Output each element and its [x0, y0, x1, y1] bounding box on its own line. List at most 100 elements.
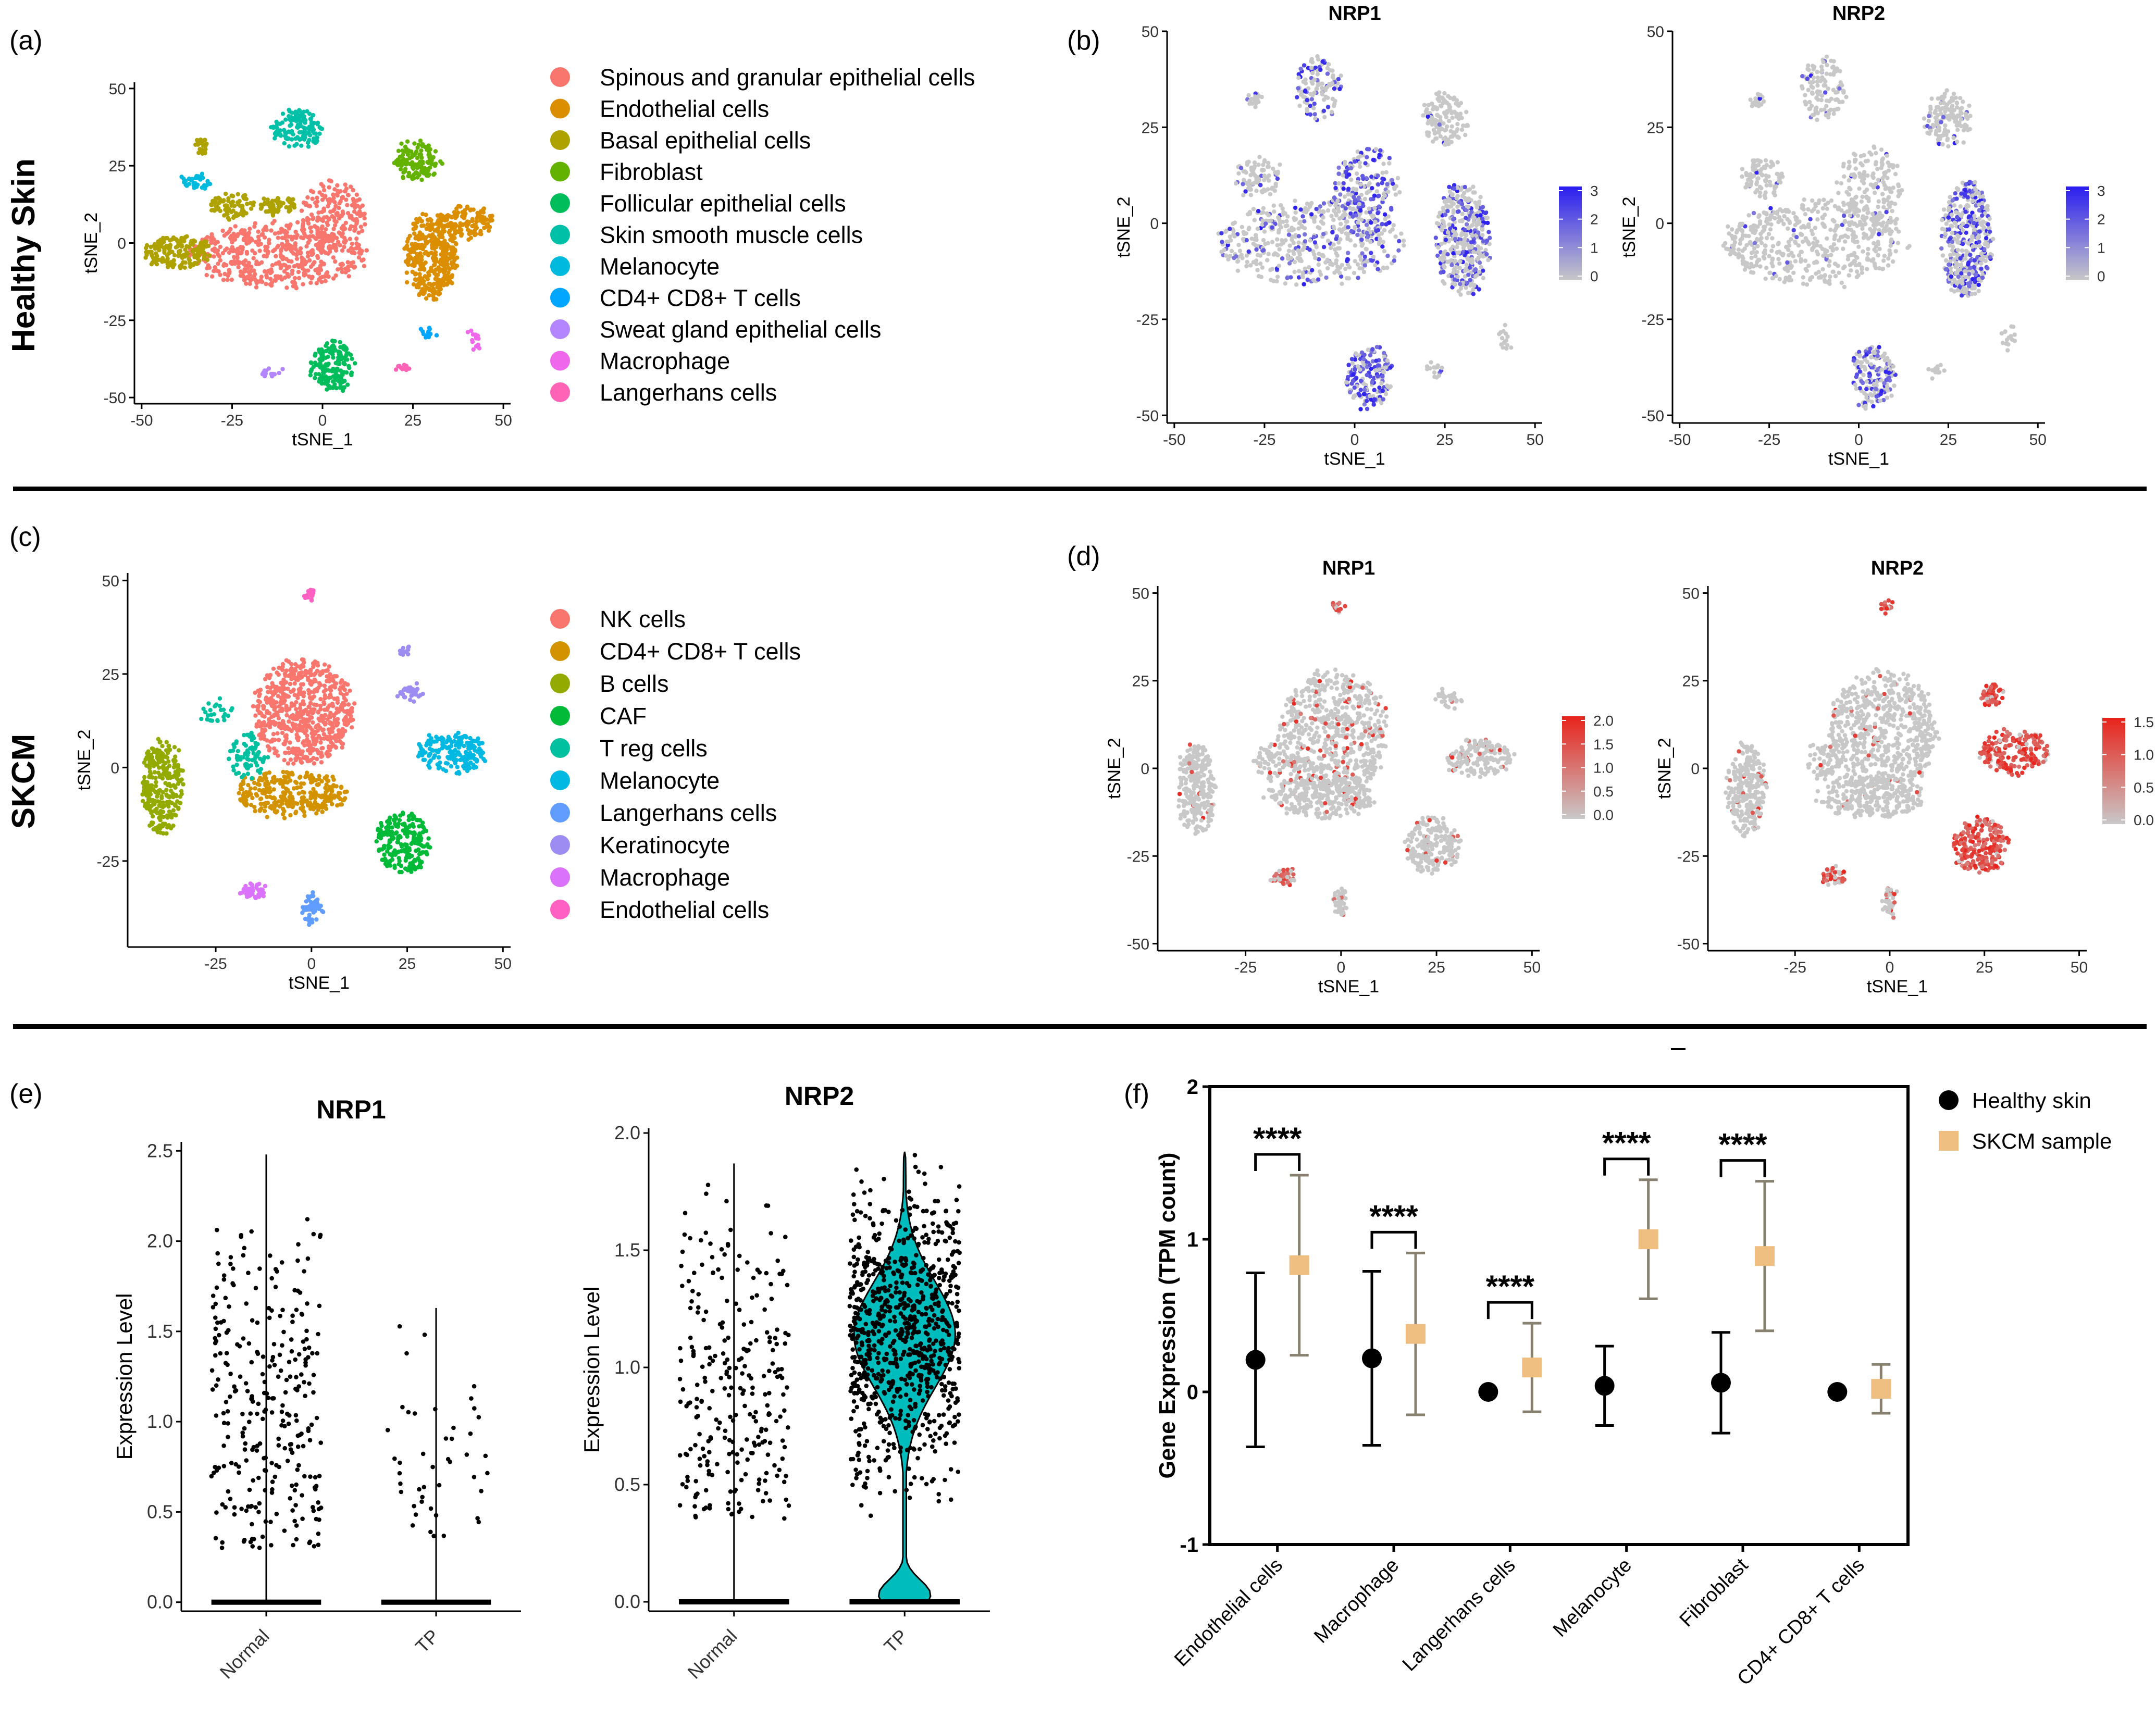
cell-point — [229, 277, 234, 282]
cell-point — [172, 262, 177, 267]
cell-point — [401, 153, 405, 157]
cell-point — [298, 250, 303, 255]
cell-point — [1330, 75, 1335, 80]
cell-point — [264, 273, 269, 278]
cell-point — [431, 155, 436, 160]
cell-point — [1331, 217, 1336, 222]
cell-point — [1967, 214, 1972, 219]
cell-point — [229, 209, 234, 215]
cell-point — [193, 142, 198, 147]
cell-point — [1380, 374, 1385, 379]
cell-point — [1280, 256, 1285, 261]
cell-point — [1451, 210, 1456, 215]
legend-swatch — [550, 288, 570, 308]
cell-point — [1432, 131, 1438, 136]
cell-point — [1860, 226, 1865, 231]
cell-point — [343, 182, 348, 187]
cell-point — [256, 234, 261, 239]
cell-point — [475, 333, 480, 338]
cell-point — [1452, 282, 1457, 287]
cell-point — [1728, 252, 1732, 257]
cell-point — [282, 141, 287, 146]
cell-point — [451, 245, 455, 250]
cell-point — [1339, 221, 1343, 227]
cell-point — [1972, 214, 1977, 218]
cell-point — [1312, 240, 1318, 245]
cell-point — [1439, 242, 1444, 246]
cell-point — [310, 275, 315, 279]
cell-point — [1376, 194, 1381, 198]
cell-point — [1356, 195, 1361, 200]
cell-point — [1886, 256, 1891, 261]
legend-swatch — [550, 67, 570, 87]
cell-point — [1791, 270, 1796, 275]
cell-point — [316, 215, 320, 220]
cell-point — [293, 243, 298, 248]
cell-point — [1830, 248, 1835, 253]
cell-point — [437, 291, 442, 296]
cell-point — [1445, 208, 1450, 214]
cell-point — [319, 182, 324, 186]
cell-point — [218, 272, 222, 277]
cell-point — [336, 267, 340, 272]
cell-point — [1452, 186, 1457, 191]
cell-point — [1458, 281, 1463, 287]
cell-point — [319, 250, 324, 255]
cell-point — [1800, 239, 1805, 244]
cell-point — [293, 247, 298, 252]
cell-point — [1456, 250, 1461, 255]
cell-point — [1445, 124, 1449, 129]
cell-point — [1381, 240, 1385, 244]
cell-point — [1283, 281, 1287, 286]
cell-point — [426, 153, 431, 157]
cell-point — [1308, 112, 1313, 117]
cell-point — [1766, 232, 1771, 236]
cell-point — [1979, 223, 1985, 228]
cell-point — [346, 248, 351, 253]
cell-point — [1447, 222, 1452, 227]
cell-point — [1337, 86, 1342, 91]
cell-point — [183, 252, 188, 257]
cell-point — [1441, 220, 1446, 225]
cell-point — [196, 253, 201, 258]
cell-point — [1965, 287, 1969, 292]
cell-point — [1950, 198, 1955, 203]
cell-point — [1372, 193, 1377, 198]
cell-point — [1376, 182, 1381, 187]
cell-point — [1438, 210, 1442, 215]
cell-point — [348, 214, 352, 218]
cell-point — [1338, 192, 1343, 197]
cell-point — [424, 241, 429, 246]
cell-point — [338, 243, 342, 247]
cell-point — [1955, 288, 1960, 293]
cell-point — [1378, 148, 1383, 153]
cell-point — [1255, 97, 1260, 102]
cell-point — [1463, 132, 1468, 138]
cell-point — [1956, 267, 1961, 272]
cell-point — [1376, 233, 1381, 238]
cell-point — [1857, 219, 1863, 225]
cell-point — [1808, 217, 1813, 221]
cell-point — [1955, 233, 1960, 238]
cell-point — [1382, 249, 1386, 254]
cell-point — [1963, 188, 1967, 192]
cell-point — [348, 236, 352, 241]
cell-point — [1464, 262, 1469, 267]
cell-point — [1302, 63, 1307, 68]
cell-point — [1471, 190, 1476, 195]
cell-point — [276, 274, 280, 279]
cell-point — [1858, 154, 1863, 159]
cell-point — [1285, 253, 1290, 258]
cell-point — [1286, 232, 1292, 237]
cell-point — [1893, 221, 1898, 226]
cell-point — [420, 142, 425, 147]
cell-point — [308, 189, 314, 193]
cell-point — [1500, 335, 1505, 341]
cell-point — [427, 281, 431, 287]
cell-point — [1856, 244, 1861, 249]
cell-point — [1246, 186, 1251, 191]
cell-point — [1233, 181, 1238, 186]
cell-point — [226, 216, 230, 220]
row-label-healthy: Healthy Skin — [6, 158, 42, 352]
cell-point — [266, 366, 271, 371]
